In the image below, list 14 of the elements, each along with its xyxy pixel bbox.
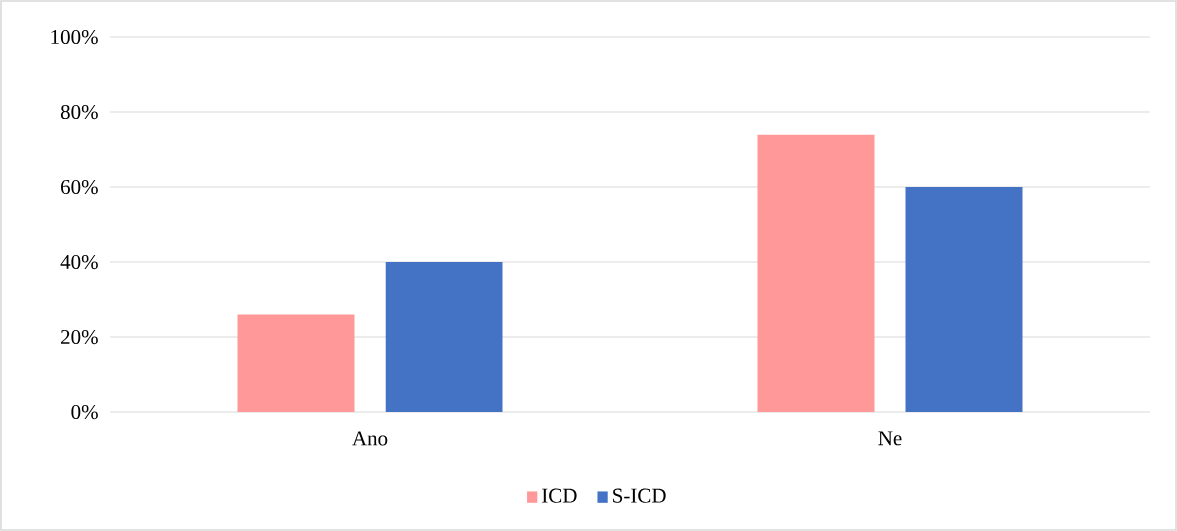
x-tick-label: Ano <box>352 431 388 446</box>
bar <box>385 262 503 412</box>
y-tick-label: 20% <box>61 329 98 345</box>
bar <box>237 314 355 412</box>
x-tick-label: Ne <box>878 431 902 446</box>
legend-label: S-ICD <box>613 488 666 503</box>
y-tick-label: 0% <box>71 404 98 420</box>
bar <box>757 134 875 412</box>
y-tick-label: 80% <box>60 104 98 120</box>
legend-label: ICD <box>542 488 577 503</box>
y-tick-label: 100% <box>51 29 98 45</box>
y-tick-label: 60% <box>61 179 98 195</box>
bar <box>905 187 1023 412</box>
y-tick-label: 40% <box>60 254 98 270</box>
